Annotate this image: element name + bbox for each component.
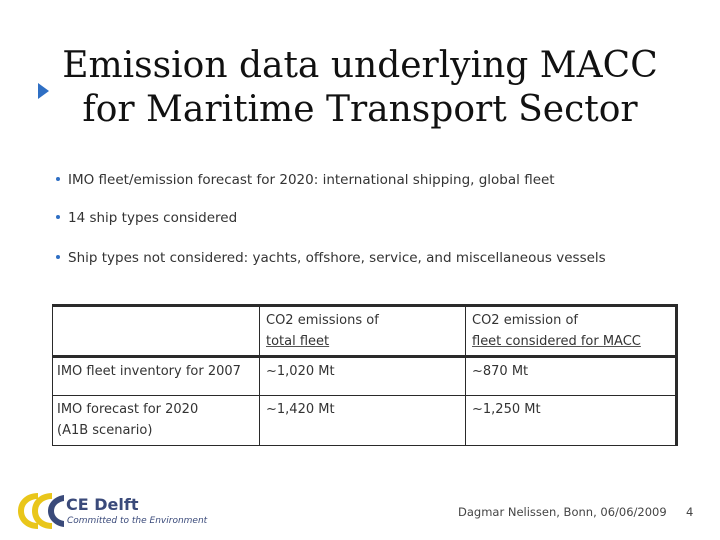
bullet-item: 14 ship types considered bbox=[56, 210, 237, 226]
table-row: IMO forecast for 2020 (A1B scenario) ~1,… bbox=[52, 395, 678, 446]
title-line-2: for Maritime Transport Sector bbox=[82, 89, 638, 130]
bullet-dot-icon bbox=[56, 177, 60, 181]
table-row: IMO fleet inventory for 2007 ~1,020 Mt ~… bbox=[52, 356, 678, 396]
table-cell: ~870 Mt bbox=[465, 356, 678, 396]
footer-text: Dagmar Nelissen, Bonn, 06/06/2009 bbox=[458, 505, 667, 519]
table-cell: ~1,020 Mt bbox=[259, 356, 466, 396]
slide-title: Emission data underlying MACC for Mariti… bbox=[40, 44, 680, 132]
bullet-item: IMO fleet/emission forecast for 2020: in… bbox=[56, 172, 555, 188]
table-cell: ~1,250 Mt bbox=[465, 395, 678, 446]
logo-name: CE Delft bbox=[66, 495, 139, 514]
bullet-dot-icon bbox=[56, 255, 60, 259]
table-cell: IMO fleet inventory for 2007 bbox=[52, 356, 260, 396]
emissions-table: CO2 emissions of total fleet CO2 emissio… bbox=[52, 304, 678, 446]
bullet-dot-icon bbox=[56, 215, 60, 219]
bullet-item: Ship types not considered: yachts, offsh… bbox=[56, 250, 606, 266]
table-header-row: CO2 emissions of total fleet CO2 emissio… bbox=[52, 304, 678, 358]
play-arrow-icon bbox=[38, 83, 49, 99]
table-header-cell: CO2 emissions of total fleet bbox=[259, 304, 466, 358]
title-line-1: Emission data underlying MACC bbox=[62, 45, 658, 86]
ce-delft-logo-icon bbox=[18, 493, 64, 529]
table-header-cell: CO2 emission of fleet considered for MAC… bbox=[465, 304, 678, 358]
table-cell: ~1,420 Mt bbox=[259, 395, 466, 446]
page-number: 4 bbox=[686, 505, 694, 519]
logo-tagline: Committed to the Environment bbox=[67, 516, 208, 526]
table-cell: IMO forecast for 2020 (A1B scenario) bbox=[52, 395, 260, 446]
table-header-cell bbox=[52, 304, 260, 358]
